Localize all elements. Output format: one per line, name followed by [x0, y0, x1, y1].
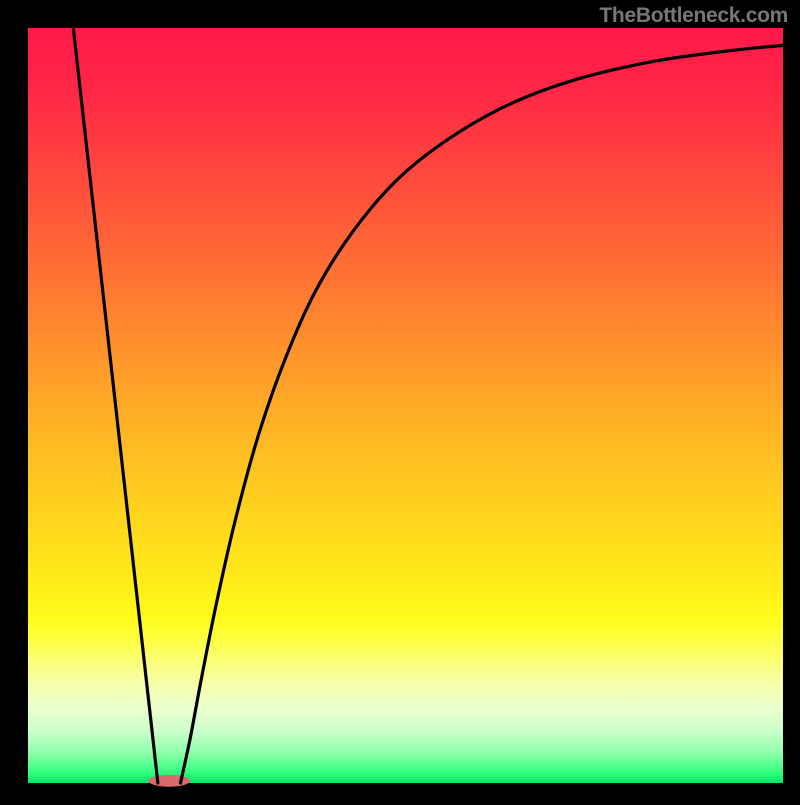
bottleneck-marker	[148, 775, 190, 787]
plot-background	[28, 28, 783, 783]
bottleneck-chart	[0, 0, 800, 800]
watermark-text: TheBottleneck.com	[599, 4, 788, 28]
chart-svg	[0, 0, 800, 800]
